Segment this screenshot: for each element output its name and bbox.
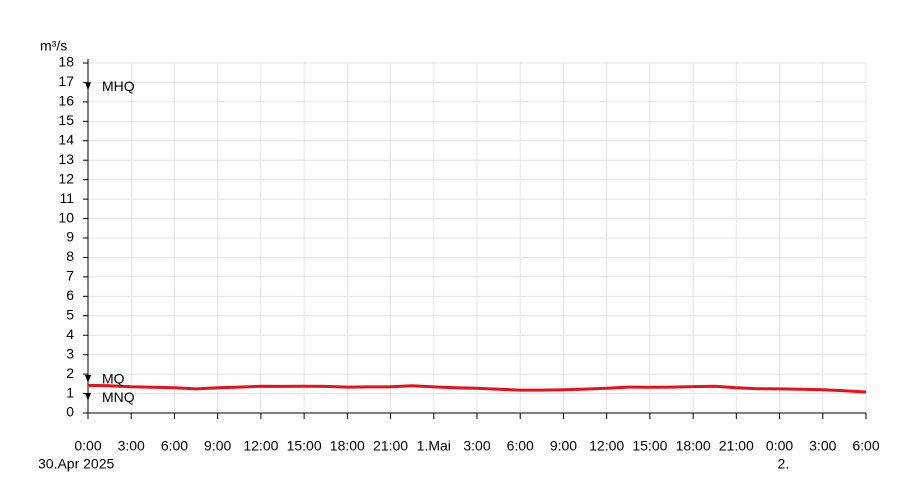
y-tick-label: 6: [66, 287, 74, 303]
x-tick-label: 0:00: [74, 438, 101, 454]
x-tick-label: 12:00: [589, 438, 624, 454]
x-tick-label: 3:00: [463, 438, 490, 454]
y-tick-label: 11: [59, 190, 74, 206]
x-tick-label: 6:00: [852, 438, 879, 454]
x-tick-label: 18:00: [330, 438, 365, 454]
threshold-label: MNQ: [102, 389, 135, 405]
y-tick-label: 4: [66, 326, 74, 342]
y-tick-label: 17: [58, 73, 74, 89]
y-tick-label: 12: [58, 170, 74, 186]
threshold-marker: [85, 82, 91, 91]
y-tick-label: 9: [66, 229, 74, 245]
y-tick-label: 15: [58, 112, 74, 128]
y-tick-label: 16: [58, 93, 74, 109]
x-tick-label: 12:00: [243, 438, 278, 454]
x-date-label: 2.: [778, 456, 790, 472]
y-tick-label: 18: [58, 54, 74, 70]
y-tick-label: 10: [58, 209, 74, 225]
y-tick-label: 13: [58, 151, 74, 167]
data-line: [87, 383, 867, 394]
x-tick-label: 6:00: [507, 438, 534, 454]
y-tick-label: 7: [66, 268, 74, 284]
y-tick-label: 2: [66, 365, 74, 381]
y-tick-label: 14: [58, 131, 74, 147]
threshold-label: MHQ: [102, 78, 135, 94]
x-tick-label: 9:00: [550, 438, 577, 454]
x-tick-label: 18:00: [676, 438, 711, 454]
x-tick-label: 15:00: [287, 438, 322, 454]
threshold-marker: [85, 374, 91, 383]
y-tick-label: 8: [66, 248, 74, 264]
x-tick-label: 3:00: [809, 438, 836, 454]
y-tick-label: 3: [66, 345, 74, 361]
y-unit: m³/s: [40, 38, 67, 54]
threshold-marker: [85, 393, 91, 402]
x-tick-label: 6:00: [161, 438, 188, 454]
x-tick-label: 21:00: [719, 438, 754, 454]
x-tick-label: 3:00: [118, 438, 145, 454]
x-date-label: 30.Apr 2025: [38, 456, 114, 472]
threshold-label: MQ: [102, 371, 125, 387]
x-tick-label: 1.Mai: [417, 438, 451, 454]
y-tick-label: 1: [66, 384, 74, 400]
x-tick-label: 15:00: [632, 438, 667, 454]
x-tick-label: 9:00: [204, 438, 231, 454]
y-tick-label: 5: [66, 306, 74, 322]
x-tick-label: 21:00: [373, 438, 408, 454]
x-tick-label: 0:00: [766, 438, 793, 454]
y-tick-label: 0: [66, 404, 74, 420]
